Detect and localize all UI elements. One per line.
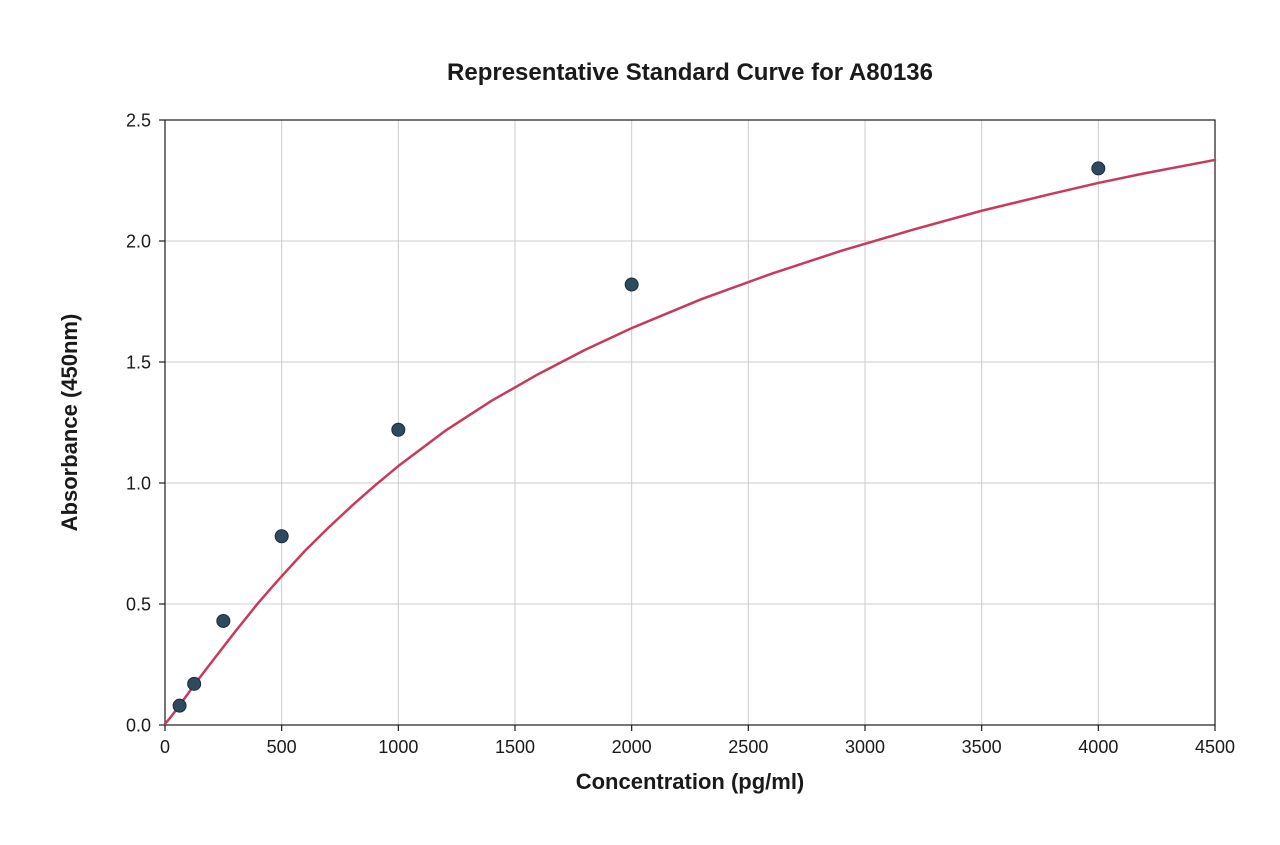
x-tick-label: 1500 [495, 737, 535, 757]
x-tick-label: 4000 [1078, 737, 1118, 757]
data-point [1092, 162, 1105, 175]
y-tick-label: 2.5 [126, 110, 151, 130]
data-point [217, 614, 230, 627]
chart-container: 0 500 1000 1500 2000 2500 3000 3500 4000 4500 0.0 0… [0, 0, 1280, 845]
x-axis-label: Concentration (pg/ml) [576, 769, 805, 794]
chart-svg: 0 500 1000 1500 2000 2500 3000 3500 4000 4500 0.0 0… [0, 0, 1280, 845]
x-tick-label: 3500 [962, 737, 1002, 757]
y-tick-label: 2.0 [126, 231, 151, 251]
y-tick-label: 0.0 [126, 715, 151, 735]
x-tick-label: 0 [160, 737, 170, 757]
chart-title: Representative Standard Curve for A80136 [447, 59, 933, 86]
x-tick-label: 2000 [612, 737, 652, 757]
data-point [275, 530, 288, 543]
data-point [625, 278, 638, 291]
x-tick-label: 500 [267, 737, 297, 757]
y-tick-label: 1.0 [126, 473, 151, 493]
plot-background [165, 120, 1215, 725]
x-tick-label: 2500 [728, 737, 768, 757]
y-axis-label: Absorbance (450nm) [57, 314, 82, 532]
data-point [188, 677, 201, 690]
y-tick-label: 0.5 [126, 594, 151, 614]
data-point [173, 699, 186, 712]
x-tick-label: 3000 [845, 737, 885, 757]
data-point [392, 423, 405, 436]
x-tick-label: 4500 [1195, 737, 1235, 757]
y-tick-label: 1.5 [126, 352, 151, 372]
x-tick-label: 1000 [378, 737, 418, 757]
